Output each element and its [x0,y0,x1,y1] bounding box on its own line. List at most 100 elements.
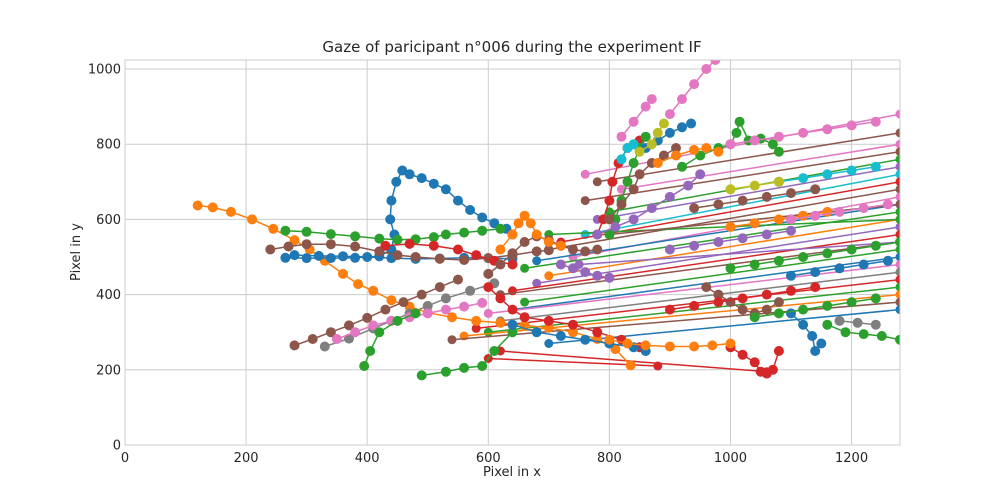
x-tick-label: 600 [476,451,501,466]
transition-line [524,248,900,303]
gaze-point [507,229,518,240]
gaze-point [628,139,639,150]
transition-line [524,211,900,270]
gaze-point [810,282,821,293]
gaze-point [713,289,724,300]
gaze-point [840,327,851,338]
gaze-point [447,335,457,345]
gaze-point [737,293,748,304]
gaze-point [822,124,833,135]
gaze-point [301,226,312,237]
gaze-point [495,293,506,304]
gaze-point [301,253,312,264]
gaze-point [713,146,724,157]
gaze-point [531,327,542,338]
gaze-point [713,297,724,308]
gaze-point [701,143,712,153]
gaze-point [773,214,784,225]
gaze-series [725,116,881,150]
gaze-point [495,223,506,234]
gaze-point [895,290,900,300]
x-tick-label: 1200 [835,451,868,466]
gaze-point [483,282,494,293]
gaze-point [434,253,445,264]
gaze-point [870,161,881,172]
transition-line [512,233,900,292]
gaze-point [895,192,900,202]
x-axis-label: Pixel in x [483,465,541,480]
gaze-point [652,158,663,168]
gaze-point [359,361,370,371]
gaze-point [453,244,463,255]
gaze-point [507,304,518,315]
gaze-point [822,206,833,217]
gaze-point [664,341,675,352]
transition-line [597,132,900,183]
gaze-point [653,361,663,371]
y-tick-label: 400 [96,288,121,303]
gaze-point [543,237,554,247]
gaze-point [386,195,397,206]
gaze-point [628,184,639,195]
gaze-point [895,109,900,119]
gaze-point [749,357,760,368]
gaze-series [592,169,706,240]
gaze-point [422,300,433,311]
gaze-point [265,244,276,255]
gaze-point [289,250,300,261]
gaze-point [507,327,518,338]
gaze-point [725,221,736,232]
gaze-point [268,223,279,234]
gaze-point [731,127,742,138]
gaze-point [882,199,893,210]
gaze-point [895,275,900,285]
gaze-point [786,188,796,199]
gaze-point [495,317,506,328]
gaze-point [895,230,900,239]
gaze-point [767,364,778,375]
gaze-point [495,259,506,270]
gaze-point [447,312,457,323]
gaze-point [391,176,402,187]
gaze-point [532,278,542,288]
gaze-point [882,255,893,266]
gaze-point [307,334,318,344]
gaze-point [628,158,639,168]
gaze-point [707,340,718,351]
gaze-point [713,237,724,247]
gaze-point [338,251,348,262]
x-tick-label: 0 [121,451,129,466]
gaze-point [416,173,427,184]
gaze-point [664,304,675,315]
gaze-point [283,241,294,252]
gaze-point [895,282,900,292]
chart-title: Gaze of paricipant n°006 during the expe… [322,38,701,56]
gaze-point [895,184,900,194]
gaze-point [350,231,361,242]
gaze-point [664,191,675,202]
gaze-point [689,240,700,251]
gaze-point [810,267,821,278]
gaze-point [580,196,590,206]
gaze-series [786,199,893,225]
gaze-series [689,184,821,214]
gaze-point [834,206,845,217]
gaze-point [350,252,361,263]
gaze-point [331,334,342,344]
gaze-point [622,176,633,187]
gaze-point [895,207,900,217]
gaze-point [368,285,379,296]
gaze-point [773,131,784,142]
gaze-point [325,229,336,240]
gaze-point [646,94,657,105]
gaze-point [604,272,615,283]
gaze-point [226,206,236,217]
gaze-series [416,327,518,381]
gaze-point [640,131,651,142]
gaze-point [532,256,542,266]
plot-frame [124,59,901,446]
gaze-point [870,293,881,304]
gaze-point [428,178,439,189]
gaze-point [671,143,681,153]
gaze-series [604,334,736,352]
